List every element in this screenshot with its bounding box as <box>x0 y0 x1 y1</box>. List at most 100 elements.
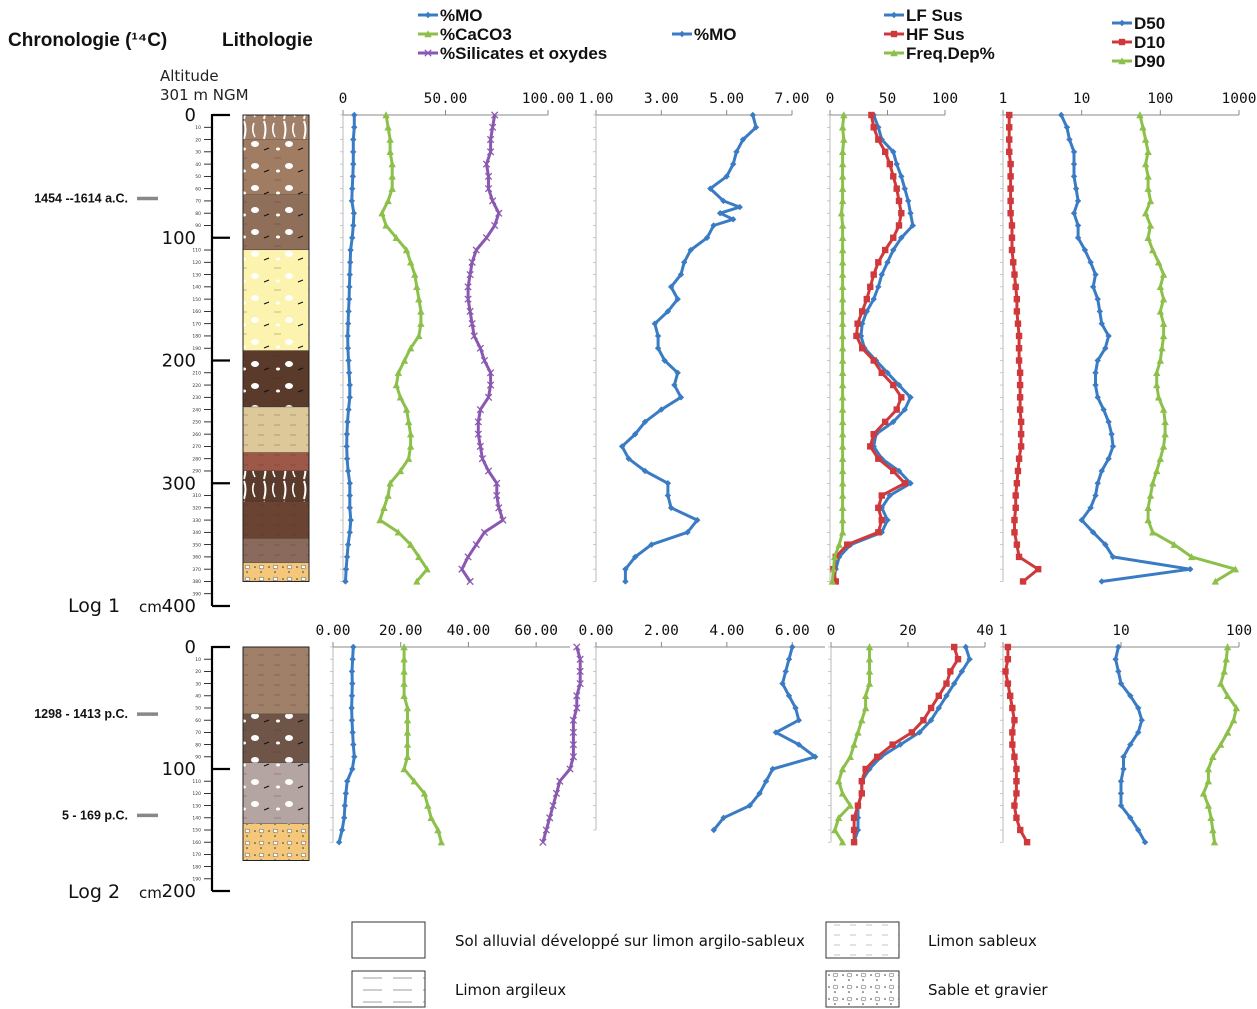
data-point <box>1011 802 1018 809</box>
data-point <box>402 246 411 254</box>
data-point <box>966 656 973 663</box>
depth-minor-label: 390 <box>192 591 201 597</box>
depth-minor-label: 310 <box>192 493 201 499</box>
depth-minor-label: 350 <box>192 542 201 548</box>
data-point <box>1015 455 1023 462</box>
x-tick-label: 1000 <box>1222 91 1257 107</box>
data-point <box>415 295 423 303</box>
data-point <box>1010 259 1017 266</box>
data-point <box>403 753 412 760</box>
depth-minor-label: 20 <box>195 137 201 143</box>
data-point <box>874 753 881 760</box>
lithology-unit-pattern <box>243 407 309 453</box>
x-tick-label: 1.00 <box>579 91 614 107</box>
data-point <box>838 381 847 389</box>
x-tick-label: 1 <box>999 623 1008 639</box>
depth-minor-label: 320 <box>192 506 201 512</box>
data-point <box>569 716 578 724</box>
data-point <box>1094 394 1101 401</box>
lithology-legend: Sol alluvial développé sur limon argilo-… <box>351 921 1048 1008</box>
data-point <box>857 332 865 340</box>
lithology-unit-pattern <box>243 452 309 471</box>
data-point <box>890 30 898 38</box>
depth-major-label: 0 <box>185 637 196 658</box>
data-point <box>549 801 557 810</box>
depth-minor-label: 90 <box>195 755 201 761</box>
legend-pattern-label: Sable et gravier <box>928 981 1048 999</box>
data-point <box>349 234 356 241</box>
data-point <box>1015 553 1023 561</box>
data-point <box>875 136 882 143</box>
data-point <box>423 565 431 573</box>
log2-label: Log 2 <box>68 881 120 903</box>
data-point <box>846 753 854 760</box>
data-point <box>384 491 392 499</box>
data-point <box>1144 504 1152 511</box>
data-point <box>943 692 950 699</box>
depth-minor-label: 230 <box>192 395 201 401</box>
x-tick-label: 50 <box>879 91 896 107</box>
log1-composition-legend: %MO%CaCO3%Silicates et oxydes <box>418 6 607 63</box>
data-point <box>785 656 793 663</box>
data-point <box>1070 148 1078 156</box>
lithology-unit-pattern <box>243 350 309 408</box>
data-point <box>830 553 839 561</box>
data-point <box>730 160 737 168</box>
data-point <box>1096 308 1103 315</box>
log2-susceptibility-panel: 0 20 40 <box>827 623 994 846</box>
data-point <box>769 765 776 773</box>
depth-minor-label: 170 <box>192 852 201 858</box>
depth-minor-label: 80 <box>195 742 201 748</box>
data-point <box>1135 729 1142 736</box>
data-point <box>1007 210 1014 217</box>
data-point <box>838 765 847 773</box>
series-line <box>1007 115 1040 583</box>
data-point <box>1098 320 1105 327</box>
data-point <box>342 565 350 573</box>
data-point <box>1063 124 1071 131</box>
data-point <box>865 643 874 651</box>
data-point <box>854 728 862 736</box>
series--silicates-et-oxydes <box>458 111 507 586</box>
series-line <box>1059 114 1192 583</box>
series-line <box>1004 647 1029 843</box>
data-point <box>406 442 415 450</box>
data-point <box>482 234 491 242</box>
series-hf-sus <box>830 111 908 585</box>
data-point <box>346 271 353 278</box>
data-point <box>1139 123 1147 131</box>
depth-minor-label: 260 <box>192 432 201 438</box>
lithology-unit-pattern <box>243 139 309 195</box>
data-point <box>472 540 480 549</box>
data-point <box>838 479 847 487</box>
data-point <box>1098 467 1105 475</box>
data-point <box>935 692 942 699</box>
data-point <box>1100 406 1107 413</box>
data-point <box>890 234 897 241</box>
data-point <box>400 655 408 663</box>
data-point <box>838 160 847 168</box>
data-point <box>346 381 353 389</box>
data-point <box>720 197 727 205</box>
chart-layer: 1020304050607080901101201301401501601701… <box>34 6 1257 1008</box>
data-point <box>838 789 847 797</box>
depth-minor-label: 160 <box>192 840 201 846</box>
data-point <box>1149 479 1157 487</box>
data-point <box>890 11 898 19</box>
data-point <box>386 479 394 487</box>
depth-major-label: 100 <box>162 759 196 780</box>
data-point <box>351 124 358 131</box>
data-point <box>625 455 632 462</box>
data-point <box>1089 283 1097 291</box>
data-point <box>947 668 954 675</box>
data-point <box>1074 234 1082 241</box>
x-tick-label: 50.00 <box>424 91 468 107</box>
data-point <box>850 826 858 834</box>
depth-minor-label: 270 <box>192 444 201 450</box>
data-point <box>1209 753 1217 760</box>
data-point <box>789 643 796 651</box>
data-point <box>342 578 349 585</box>
data-point <box>482 160 491 168</box>
data-point <box>424 49 432 57</box>
